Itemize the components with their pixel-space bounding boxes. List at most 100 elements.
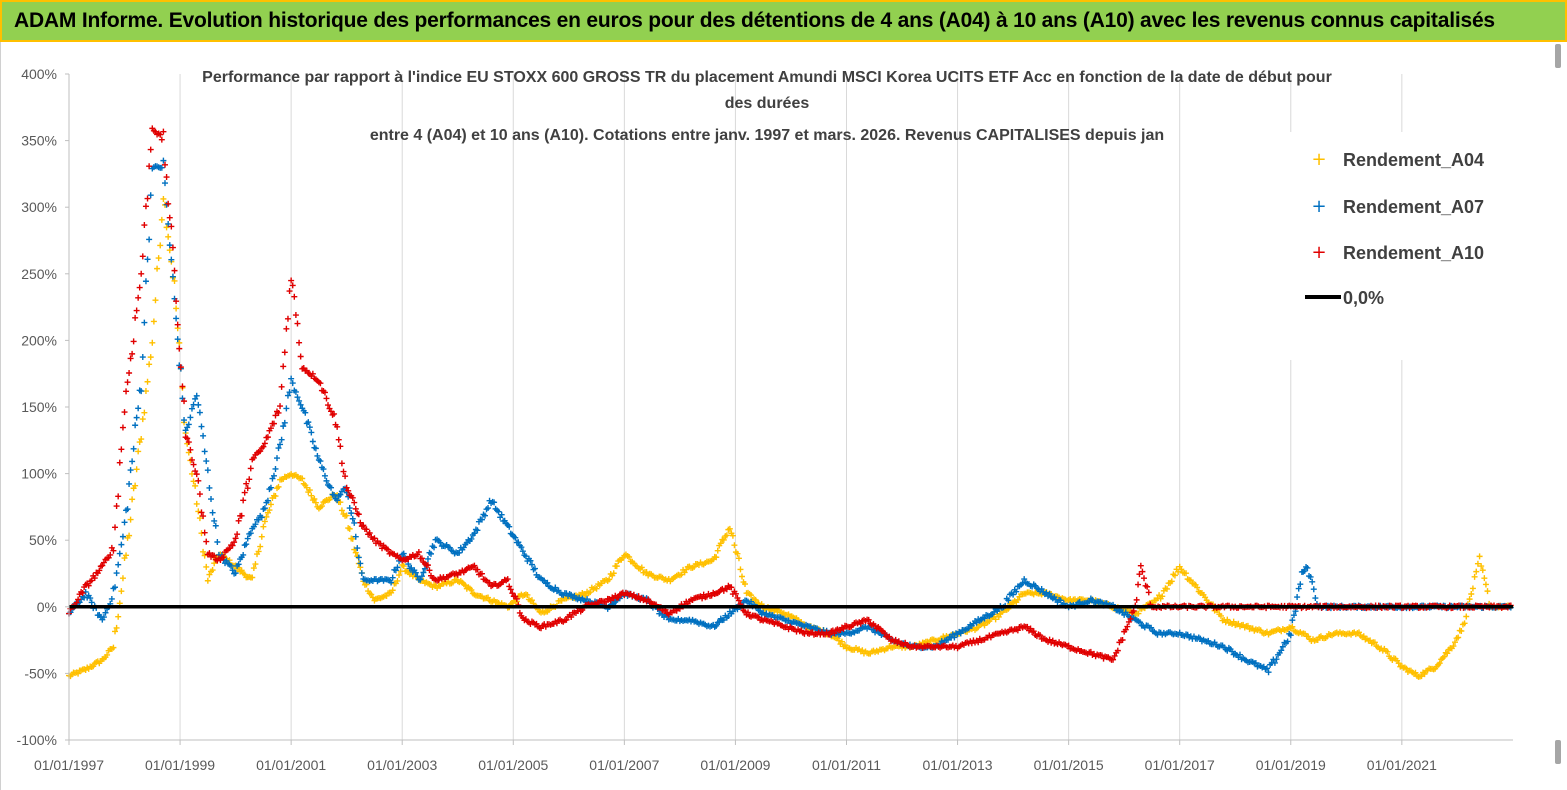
data-point	[294, 320, 301, 327]
data-point	[100, 559, 107, 566]
data-point	[158, 136, 165, 143]
data-point	[165, 233, 172, 240]
data-point	[266, 507, 273, 514]
data-point	[203, 538, 210, 545]
data-point	[228, 562, 235, 569]
data-point	[865, 616, 872, 623]
data-point	[474, 566, 481, 573]
legend-label-a07: Rendement_A07	[1343, 197, 1484, 217]
data-point	[229, 542, 236, 549]
data-point	[638, 564, 645, 571]
data-point	[200, 548, 207, 555]
data-point	[257, 448, 264, 455]
data-point	[345, 487, 352, 494]
data-point	[504, 576, 511, 583]
data-point	[235, 561, 242, 568]
data-point	[835, 637, 842, 644]
data-point	[1135, 581, 1142, 588]
data-point	[196, 491, 203, 498]
legend-marker-a07: +	[1311, 196, 1326, 217]
data-point	[198, 509, 205, 516]
data-point	[1057, 597, 1064, 604]
data-point	[328, 484, 335, 491]
x-tick-label: 01/01/2011	[812, 757, 881, 773]
data-point	[317, 380, 324, 387]
data-point	[728, 584, 735, 591]
data-point	[656, 610, 663, 617]
data-point	[1471, 573, 1478, 580]
data-point	[136, 284, 143, 291]
resize-handle-bottom-right[interactable]	[1555, 740, 1561, 764]
resize-handle-right[interactable]	[1555, 44, 1561, 68]
data-point	[366, 529, 373, 536]
data-point	[1168, 578, 1175, 585]
data-point	[286, 389, 293, 396]
data-point	[158, 164, 165, 171]
data-point	[115, 561, 122, 568]
data-point	[201, 448, 208, 455]
data-point	[138, 388, 145, 395]
data-point	[1125, 618, 1132, 625]
data-point	[149, 339, 156, 346]
data-point	[296, 339, 303, 346]
data-point	[1473, 568, 1480, 575]
data-point	[1384, 648, 1391, 655]
data-point	[208, 496, 215, 503]
data-point	[110, 644, 117, 651]
report-title: ADAM Informe. Evolution historique des p…	[14, 9, 1495, 32]
data-point	[231, 539, 238, 546]
data-point	[281, 349, 288, 356]
data-point	[752, 596, 759, 603]
data-point	[1309, 578, 1316, 585]
data-point	[841, 642, 848, 649]
data-point	[166, 214, 173, 221]
data-point	[643, 569, 650, 576]
data-point	[116, 550, 123, 557]
data-point	[1038, 585, 1045, 592]
data-point	[192, 468, 199, 475]
data-point	[188, 456, 195, 463]
data-point	[235, 517, 242, 524]
data-point	[859, 647, 866, 654]
data-point	[729, 532, 736, 539]
data-point	[735, 555, 742, 562]
data-point	[115, 493, 122, 500]
data-point	[385, 546, 392, 553]
data-point	[100, 614, 107, 621]
data-point	[1463, 613, 1470, 620]
data-point	[154, 265, 161, 272]
data-point	[584, 596, 591, 603]
data-point	[1148, 624, 1155, 631]
data-point	[302, 409, 309, 416]
data-point	[486, 579, 493, 586]
data-point	[240, 551, 247, 558]
data-point	[346, 505, 353, 512]
data-point	[717, 540, 724, 547]
data-point	[321, 389, 328, 396]
data-point	[1444, 650, 1451, 657]
x-tick-label: 01/01/2007	[589, 757, 659, 773]
axes-layer: 01/01/1997 01/01/1999 01/01/2001 01/01/2003…	[17, 66, 1513, 773]
data-point	[1144, 583, 1151, 590]
data-point	[278, 436, 285, 443]
data-point	[147, 192, 154, 199]
data-point	[113, 570, 120, 577]
data-point	[626, 553, 633, 560]
data-point	[121, 519, 128, 526]
data-point	[132, 482, 139, 489]
y-tick-label: 150%	[21, 399, 57, 415]
data-point	[184, 435, 191, 442]
data-point	[88, 599, 95, 606]
data-point	[249, 574, 256, 581]
data-point	[127, 467, 134, 474]
x-tick-label: 01/01/2015	[1034, 757, 1104, 773]
data-point	[160, 195, 167, 202]
data-point	[75, 670, 82, 677]
data-point	[1114, 647, 1121, 654]
data-point	[280, 363, 287, 370]
data-point	[294, 394, 301, 401]
data-point	[297, 401, 304, 408]
data-point	[1124, 623, 1131, 630]
data-point	[129, 496, 136, 503]
data-point	[1468, 591, 1475, 598]
